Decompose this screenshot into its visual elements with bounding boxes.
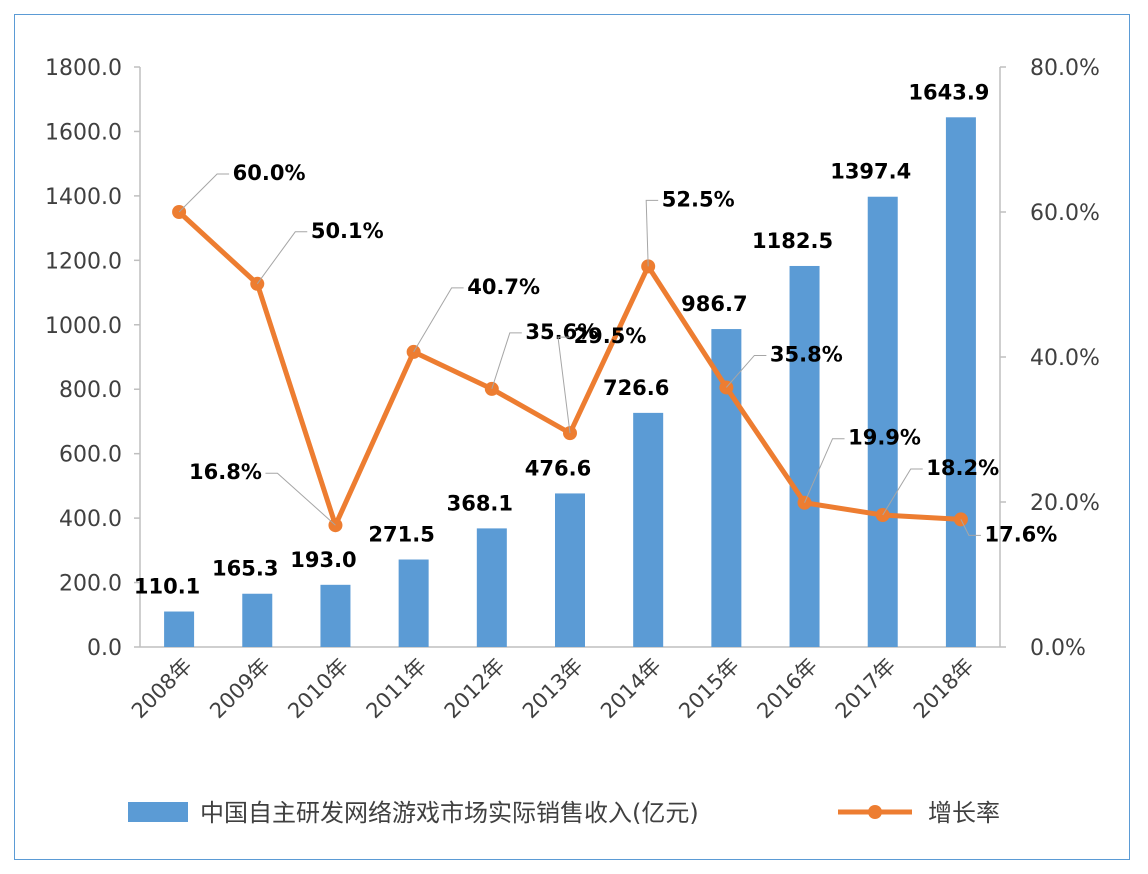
growth-label-leader bbox=[491, 332, 522, 390]
revenue-bar bbox=[398, 559, 429, 647]
growth-label-leader bbox=[882, 468, 923, 516]
growth-data-label: 16.8% bbox=[189, 460, 262, 484]
growth-label-leader bbox=[804, 438, 845, 503]
revenue-data-label: 726.6 bbox=[603, 376, 669, 400]
x-category-label: 2010年 bbox=[283, 654, 353, 724]
revenue-bar bbox=[476, 528, 507, 647]
growth-data-label: 50.1% bbox=[311, 219, 384, 243]
left-tick-label: 400.0 bbox=[59, 507, 122, 532]
legend-bar-label: 中国自主研发网络游戏市场实际销售收入(亿元) bbox=[200, 799, 699, 827]
left-tick-label: 0.0 bbox=[87, 636, 122, 661]
legend-bar-swatch bbox=[128, 802, 188, 822]
revenue-data-label: 986.7 bbox=[681, 292, 747, 316]
x-category-label: 2008年 bbox=[127, 654, 197, 724]
revenue-data-label: 271.5 bbox=[368, 523, 434, 547]
revenue-data-label: 165.3 bbox=[212, 557, 278, 581]
right-tick-label: 20.0% bbox=[1030, 491, 1100, 516]
growth-label-leader bbox=[413, 287, 464, 353]
revenue-data-label: 1182.5 bbox=[752, 229, 833, 253]
growth-label-leader bbox=[265, 472, 336, 526]
revenue-bar bbox=[555, 493, 585, 647]
x-category-label: 2011年 bbox=[362, 654, 432, 724]
x-category-label: 2017年 bbox=[831, 654, 901, 724]
growth-data-label: 60.0% bbox=[233, 161, 306, 185]
revenue-data-label: 193.0 bbox=[290, 548, 356, 572]
right-tick-label: 80.0% bbox=[1030, 56, 1100, 81]
revenue-data-label: 476.6 bbox=[525, 456, 591, 480]
growth-data-label: 18.2% bbox=[926, 456, 999, 480]
growth-label-leader bbox=[256, 231, 308, 285]
right-tick-label: 0.0% bbox=[1030, 636, 1086, 661]
growth-label-leader bbox=[645, 199, 659, 267]
revenue-bar bbox=[242, 593, 273, 647]
revenue-data-label: 1643.9 bbox=[908, 80, 989, 104]
left-tick-label: 1400.0 bbox=[45, 185, 122, 210]
right-tick-label: 40.0% bbox=[1030, 346, 1100, 371]
x-category-label: 2018年 bbox=[909, 654, 979, 724]
revenue-bar bbox=[633, 412, 664, 647]
growth-data-label: 35.8% bbox=[770, 342, 843, 366]
growth-label-leader bbox=[557, 336, 571, 434]
x-category-label: 2016年 bbox=[752, 654, 822, 724]
growth-data-label: 19.9% bbox=[848, 426, 921, 450]
legend-line-label: 增长率 bbox=[928, 799, 1000, 827]
growth-label-leader bbox=[725, 354, 767, 388]
revenue-bar bbox=[711, 329, 742, 647]
revenue-bar bbox=[320, 584, 351, 647]
revenue-bar bbox=[867, 196, 898, 647]
revenue-bar bbox=[945, 117, 976, 647]
growth-data-label: 35.6% bbox=[525, 320, 598, 344]
left-tick-label: 1600.0 bbox=[45, 120, 122, 145]
x-category-label: 2015年 bbox=[674, 654, 744, 724]
left-tick-label: 1800.0 bbox=[45, 56, 122, 81]
left-tick-label: 600.0 bbox=[59, 443, 122, 468]
left-tick-label: 200.0 bbox=[59, 572, 122, 597]
left-tick-label: 1200.0 bbox=[45, 249, 122, 274]
growth-data-label: 29.5% bbox=[574, 324, 647, 348]
revenue-data-label: 1397.4 bbox=[830, 160, 911, 184]
growth-data-label: 40.7% bbox=[467, 275, 540, 299]
growth-label-leader bbox=[960, 519, 981, 536]
x-category-label: 2012年 bbox=[440, 654, 510, 724]
x-category-label: 2014年 bbox=[596, 654, 666, 724]
revenue-bar bbox=[789, 265, 820, 647]
growth-data-label: 52.5% bbox=[662, 187, 735, 211]
legend-line-marker bbox=[868, 805, 882, 819]
growth-label-leader bbox=[178, 173, 230, 213]
x-category-label: 2009年 bbox=[205, 654, 275, 724]
right-tick-label: 60.0% bbox=[1030, 201, 1100, 226]
left-tick-label: 1000.0 bbox=[45, 314, 122, 339]
revenue-data-label: 368.1 bbox=[447, 491, 513, 515]
x-category-label: 2013年 bbox=[518, 654, 588, 724]
revenue-bar bbox=[164, 611, 195, 647]
left-tick-label: 800.0 bbox=[59, 378, 122, 403]
revenue-data-label: 110.1 bbox=[134, 575, 200, 599]
growth-data-label: 17.6% bbox=[984, 522, 1057, 546]
